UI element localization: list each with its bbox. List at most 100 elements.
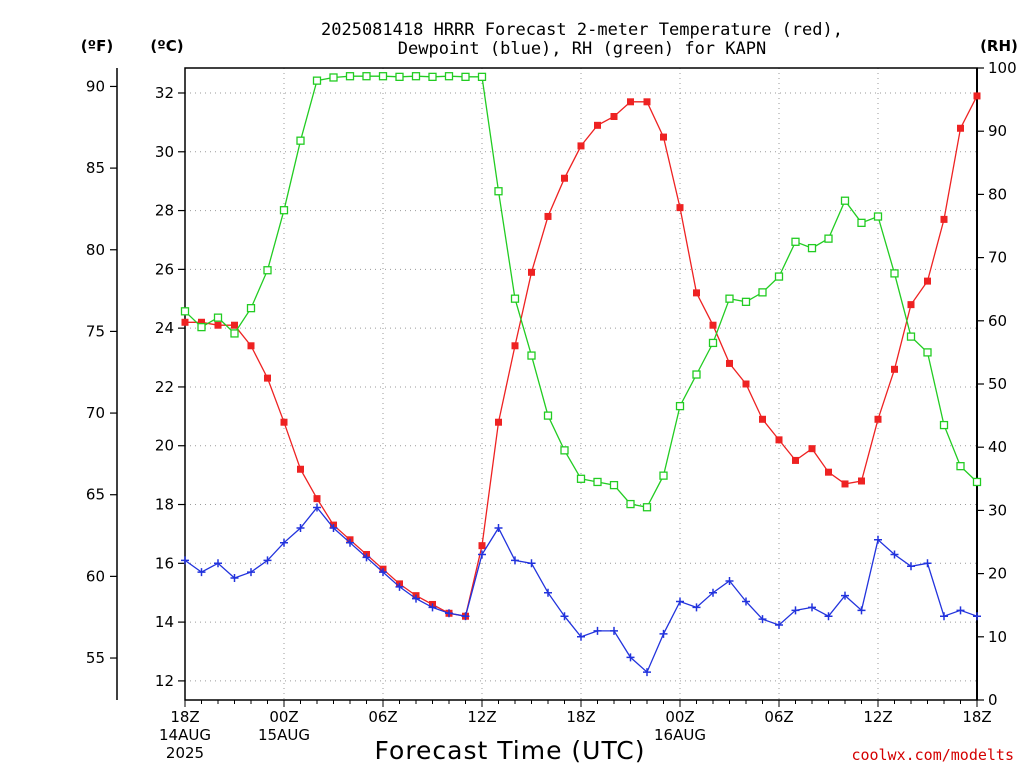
fahrenheit-tick-label: 55: [86, 649, 105, 667]
celsius-tick-label: 14: [155, 613, 174, 631]
rh-point: [972, 477, 982, 487]
celsius-tick-label: 28: [155, 202, 174, 220]
dewpoint-point: [824, 612, 833, 621]
series-temperature: [181, 92, 981, 620]
rh-point: [642, 503, 652, 512]
rh-point: [180, 307, 190, 316]
celsius-unit-label: (ºC): [150, 37, 183, 55]
x-tick-date-label: 15AUG: [258, 726, 310, 744]
temperature-point: [478, 542, 486, 550]
rh-point: [906, 332, 916, 341]
temperature-point: [874, 415, 882, 423]
dewpoint-point: [428, 603, 437, 612]
x-tick-label: 06Z: [764, 708, 793, 726]
grid-lines: [185, 68, 977, 700]
dewpoint-point: [329, 524, 338, 533]
rh-point: [213, 313, 223, 322]
rh-point: [725, 294, 734, 303]
x-tick-label: 00Z: [269, 708, 298, 726]
fahrenheit-tick-label: 70: [86, 404, 105, 422]
dewpoint-point: [659, 629, 668, 638]
celsius-tick-label: 18: [155, 496, 174, 514]
dewpoint-point: [445, 609, 453, 618]
dewpoint-point: [874, 535, 882, 544]
dewpoint-point: [742, 597, 750, 606]
chart-title-line1: 2025081418 HRRR Forecast 2-meter Tempera…: [321, 20, 843, 40]
dewpoint-point: [412, 594, 420, 603]
temperature-point: [841, 480, 849, 488]
dewpoint-point: [395, 582, 404, 591]
dewpoint-point: [709, 588, 717, 597]
rh-tick-label: 70: [988, 249, 1007, 267]
fahrenheit-tick-label: 60: [86, 567, 105, 585]
rh-point: [840, 196, 850, 205]
rh-point: [774, 272, 784, 281]
dewpoint-point: [940, 612, 948, 621]
temperature-point: [495, 418, 502, 426]
rh-point: [609, 480, 619, 490]
rh-point: [428, 72, 437, 81]
celsius-tick-label: 26: [155, 260, 174, 278]
temperature-point: [594, 121, 601, 129]
x-tick-label: 12Z: [467, 708, 496, 726]
temperature-point: [775, 436, 783, 444]
temperature-point: [528, 268, 535, 276]
x-tick-label: 18Z: [170, 708, 199, 726]
rh-point: [461, 72, 470, 81]
dewpoint-point: [692, 603, 701, 612]
dewpoint-point: [626, 653, 635, 662]
rh-point: [230, 329, 239, 338]
rh-point: [395, 72, 404, 81]
dewpoint-point: [296, 524, 305, 533]
dewpoint-point: [511, 556, 519, 565]
dewpoint-point: [907, 562, 915, 571]
dewpoint-point: [857, 606, 866, 615]
dewpoint-point: [841, 591, 849, 600]
dewpoint-point: [280, 538, 288, 547]
temperature-point: [198, 318, 205, 326]
dewpoint-point: [890, 550, 899, 559]
temperature-point: [660, 133, 667, 141]
rh-point: [527, 351, 536, 360]
dewpoint-point: [362, 553, 371, 562]
temperature-point: [627, 98, 634, 106]
rh-point: [824, 234, 833, 243]
rh-point: [263, 266, 272, 275]
dewpoint-point: [181, 556, 189, 565]
dewpoint-point: [214, 559, 222, 568]
temperature-point: [891, 365, 898, 373]
temperature-point: [924, 277, 931, 285]
dewpoint-point: [230, 574, 239, 583]
dewpoint-point: [478, 550, 486, 559]
rh-point: [659, 471, 668, 480]
temperature-point: [825, 468, 832, 476]
temperature-point: [544, 212, 552, 220]
temperature-point: [214, 321, 222, 329]
temperature-point: [808, 445, 816, 453]
temperature-point: [231, 321, 238, 329]
dewpoint-point: [676, 597, 684, 606]
dewpoint-point: [808, 603, 816, 612]
dewpoint-point: [494, 524, 503, 533]
dewpoint-point: [197, 568, 206, 577]
dewpoint-point: [725, 576, 734, 585]
rh-point: [312, 76, 322, 85]
temperature-point: [709, 321, 717, 329]
rh-point: [741, 297, 751, 306]
temperature-point: [297, 465, 304, 473]
dewpoint-point: [379, 568, 387, 577]
celsius-tick-label: 32: [155, 84, 174, 102]
rh-point: [626, 499, 635, 509]
dewpoint-point: [956, 606, 965, 615]
rh-point: [246, 304, 256, 313]
temperature-point: [561, 174, 568, 182]
dewpoint-point: [544, 588, 552, 597]
rh-point: [197, 322, 206, 332]
rh-tick-label: 60: [988, 312, 1007, 330]
rh-point: [675, 401, 685, 411]
dewpoint-point: [791, 606, 800, 615]
dewpoint-point: [263, 556, 272, 565]
temperature-point: [726, 359, 733, 367]
rh-point: [378, 72, 388, 81]
rh-point: [329, 73, 338, 82]
